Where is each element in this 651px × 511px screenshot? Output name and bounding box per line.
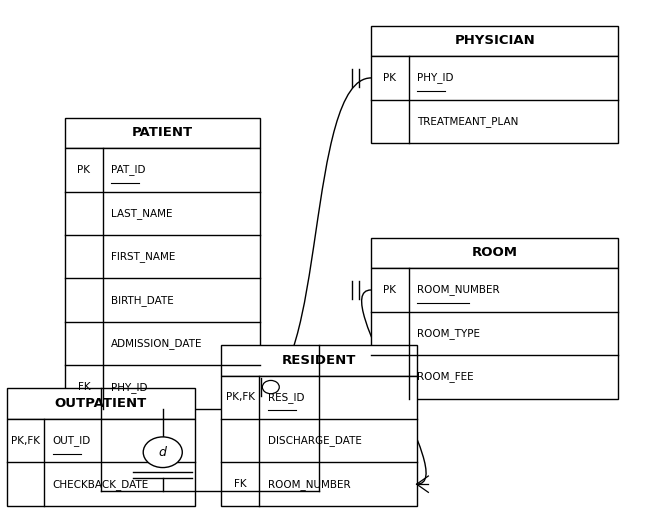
Bar <box>221 345 417 506</box>
Bar <box>65 118 260 409</box>
Bar <box>7 388 195 419</box>
Text: ADMISSION_DATE: ADMISSION_DATE <box>111 338 203 349</box>
Text: PHY_ID: PHY_ID <box>417 73 454 83</box>
Bar <box>371 26 618 56</box>
Circle shape <box>143 437 182 468</box>
Text: FIRST_NAME: FIRST_NAME <box>111 251 176 262</box>
Text: ROOM_NUMBER: ROOM_NUMBER <box>417 285 500 295</box>
Text: PHY_ID: PHY_ID <box>111 382 148 392</box>
Text: BIRTH_DATE: BIRTH_DATE <box>111 295 174 306</box>
Bar <box>7 388 195 506</box>
Bar <box>371 238 618 268</box>
Text: ROOM_TYPE: ROOM_TYPE <box>417 328 480 339</box>
Text: LAST_NAME: LAST_NAME <box>111 208 173 219</box>
Text: PK,FK: PK,FK <box>11 436 40 446</box>
Bar <box>65 118 260 148</box>
Text: RES_ID: RES_ID <box>268 392 304 403</box>
Text: ROOM: ROOM <box>472 246 518 260</box>
Text: PK: PK <box>383 73 396 83</box>
Text: PHYSICIAN: PHYSICIAN <box>454 34 535 48</box>
Text: PK,FK: PK,FK <box>226 392 255 402</box>
Bar <box>371 238 618 399</box>
Text: OUTPATIENT: OUTPATIENT <box>55 397 147 410</box>
Text: TREATMEANT_PLAN: TREATMEANT_PLAN <box>417 116 519 127</box>
Text: CHECKBACK_DATE: CHECKBACK_DATE <box>53 479 149 490</box>
Text: PATIENT: PATIENT <box>132 126 193 140</box>
Text: d: d <box>159 446 167 459</box>
Text: PK: PK <box>77 165 90 175</box>
Text: OUT_ID: OUT_ID <box>53 435 91 446</box>
Bar <box>7 419 195 506</box>
Text: DISCHARGE_DATE: DISCHARGE_DATE <box>268 435 361 446</box>
Bar <box>371 268 618 399</box>
Bar <box>65 148 260 409</box>
Text: FK: FK <box>77 382 90 392</box>
Circle shape <box>262 381 279 394</box>
Text: ROOM_FEE: ROOM_FEE <box>417 371 474 382</box>
Bar <box>221 376 417 506</box>
Text: PK: PK <box>383 285 396 295</box>
Text: PAT_ID: PAT_ID <box>111 165 146 175</box>
Bar <box>221 345 417 376</box>
Text: FK: FK <box>234 479 247 489</box>
Text: RESIDENT: RESIDENT <box>282 354 356 367</box>
Text: ROOM_NUMBER: ROOM_NUMBER <box>268 479 350 490</box>
Bar <box>371 56 618 143</box>
Bar <box>371 26 618 143</box>
